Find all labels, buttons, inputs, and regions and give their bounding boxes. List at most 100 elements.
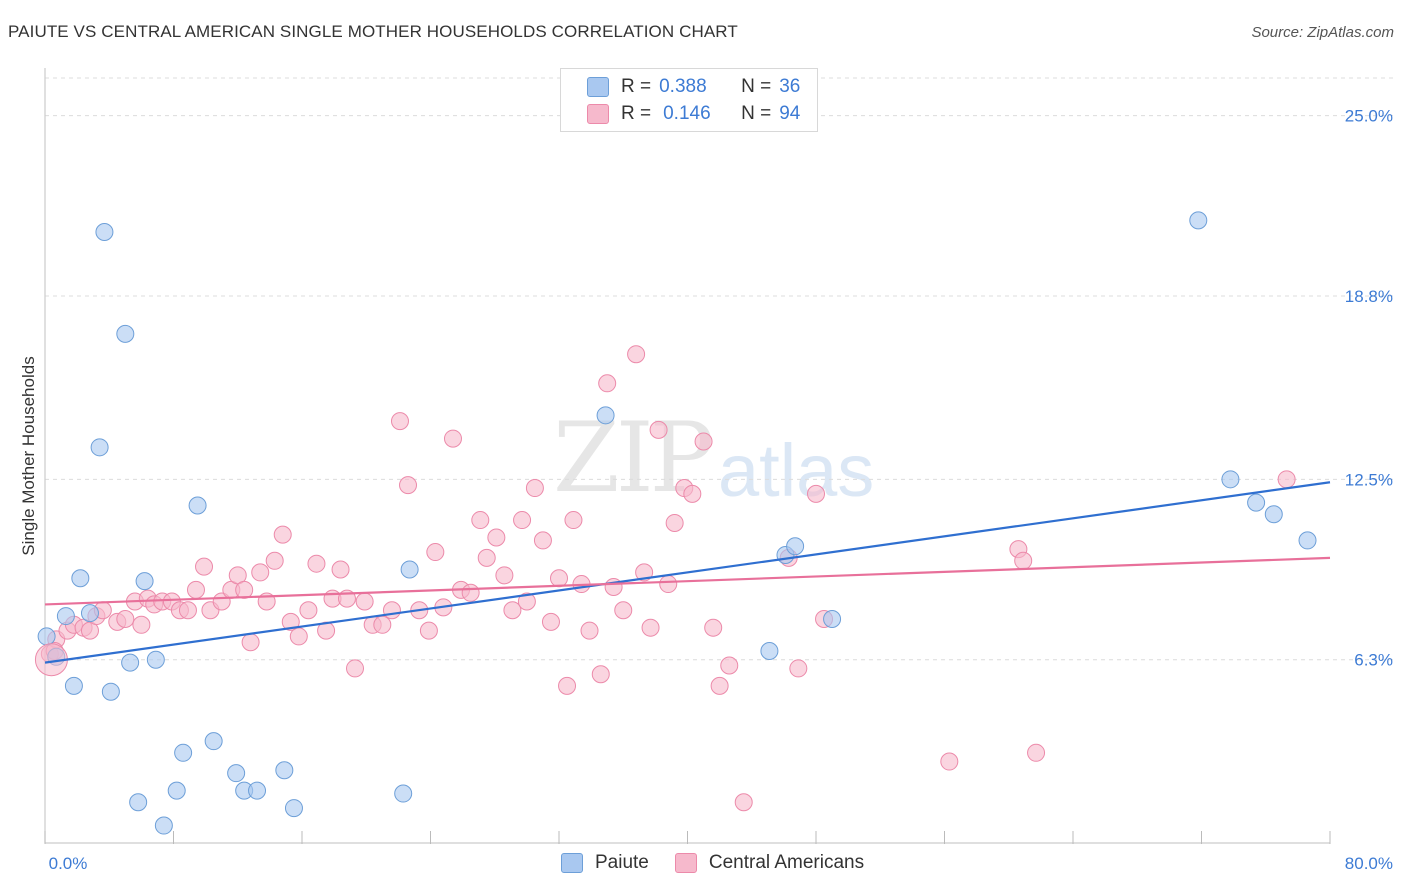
paiute-point (394, 784, 413, 803)
watermark-atlas: atlas (718, 429, 875, 512)
central-americans-point (471, 511, 490, 530)
central-americans-point (807, 484, 825, 503)
legend-swatch-central-americans (674, 853, 697, 873)
paiute-point (284, 799, 303, 818)
central-americans-point (649, 420, 668, 439)
paiute-point (167, 781, 186, 800)
legend-r-label: R = (621, 103, 652, 124)
paiute-point (116, 324, 135, 343)
central-americans-point (734, 793, 753, 812)
legend-swatch-paiute (561, 853, 583, 873)
central-americans-point (1027, 743, 1046, 762)
paiute-point (227, 764, 246, 783)
central-americans-point (355, 592, 374, 611)
central-americans-point (564, 511, 583, 530)
legend-row-paiute: R = 0.388 N = 36 (587, 75, 800, 99)
paiute-point (1247, 493, 1266, 512)
legend-label-central-americans: Central Americans (708, 852, 865, 873)
bottom-legend-item-central-americans[interactable]: Central Americans (674, 852, 865, 874)
grid-lines (45, 77, 1395, 661)
central-americans-point (477, 548, 496, 567)
central-americans-point (132, 615, 151, 634)
central-americans-point (116, 609, 135, 628)
paiute-point (71, 569, 90, 588)
paiute-point (95, 223, 114, 242)
tick-labels: 6.3% 12.5% 18.8% 25.0% 0.0% 80.0% (49, 107, 1393, 873)
bottom-legend-item-paiute[interactable]: Paiute (561, 852, 649, 874)
central-americans-point (419, 621, 438, 640)
central-americans-point (683, 484, 702, 503)
legend-n-label: N = (741, 76, 772, 97)
paiute-point (823, 609, 842, 628)
paiute-point (56, 607, 75, 626)
central-americans-point (399, 476, 418, 495)
central-americans-point (346, 659, 365, 678)
legend-swatch-central-americans (587, 104, 609, 124)
paiute-point (786, 537, 805, 556)
paiute-point (64, 676, 83, 695)
central-americans-point (186, 580, 205, 599)
central-americans-point (598, 374, 617, 393)
central-americans-point (558, 676, 577, 695)
paiute-point (1221, 470, 1240, 489)
paiute-point (1298, 531, 1317, 550)
central-americans-point (495, 566, 514, 585)
central-americans-point (426, 543, 445, 562)
central-americans-point (251, 563, 270, 582)
central-americans-point (299, 601, 318, 620)
central-americans-point (273, 525, 292, 544)
central-americans-point (641, 618, 660, 637)
central-americans-point (541, 612, 560, 631)
central-americans-point (307, 554, 326, 573)
central-americans-point (195, 557, 214, 576)
y-tick-label: 18.8% (1345, 287, 1393, 306)
y-tick-label: 12.5% (1345, 470, 1393, 489)
paiute-point (400, 560, 419, 579)
legend-r-value: 0.146 (663, 103, 711, 124)
paiute-point (154, 816, 173, 835)
central-americans-point (694, 432, 713, 451)
central-americans-point (710, 676, 729, 695)
central-americans-point (241, 633, 260, 652)
y-tick-label: 25.0% (1345, 107, 1393, 126)
central-americans-point (265, 551, 284, 570)
legend-r-label: R = (621, 76, 652, 97)
paiute-point (1264, 505, 1283, 524)
paiute-point (80, 604, 99, 623)
central-americans-point (517, 592, 536, 611)
x-tick-label: 0.0% (49, 854, 88, 873)
paiute-point (129, 793, 148, 812)
paiute-point (596, 406, 615, 425)
central-americans-point (331, 560, 350, 579)
central-americans-point (591, 665, 610, 684)
central-americans-point (659, 575, 678, 594)
legend-label-paiute: Paiute (595, 852, 649, 873)
central-americans-point (704, 618, 723, 637)
legend-n-value: 94 (779, 103, 801, 124)
central-americans-point (550, 569, 568, 588)
trend-lines (44, 481, 1331, 664)
legend-n-value: 36 (779, 76, 801, 97)
central-americans-point (390, 412, 409, 431)
central-americans-point (513, 511, 532, 530)
central-americans-point (1014, 551, 1033, 570)
central-americans-point (281, 612, 300, 631)
central-americans-point (789, 659, 808, 678)
central-americans-point (382, 601, 401, 620)
central-americans-point (487, 528, 506, 547)
central-americans-point (665, 513, 684, 532)
central-americans-point (720, 656, 739, 675)
x-tick-label: 80.0% (1345, 854, 1393, 873)
central-americans-point (533, 531, 552, 550)
central-americans-point (940, 752, 959, 771)
y-tick-label: 6.3% (1354, 651, 1393, 670)
axes (44, 68, 1331, 844)
central-americans-point (178, 601, 197, 620)
legend-r-value: 0.388 (659, 76, 707, 97)
central-americans-point (614, 601, 633, 620)
paiute-point (204, 732, 223, 751)
central-americans-trend-line (44, 556, 1331, 606)
paiute-point (760, 641, 779, 660)
legend-n-label: N = (741, 103, 772, 124)
